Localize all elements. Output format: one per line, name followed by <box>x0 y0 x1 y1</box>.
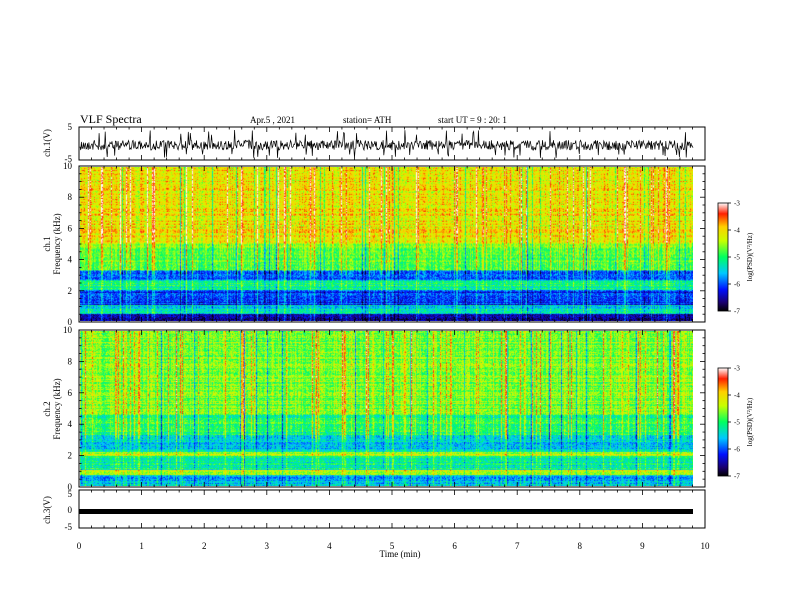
colorbar-tick-label: -3 <box>734 200 740 208</box>
colorbar-tick-label: -7 <box>734 473 740 481</box>
spectrogram-ch1-xticks <box>78 166 706 322</box>
colorbar-ch2-ticks: -3 -4 -5 -6 -7 <box>728 365 740 481</box>
time-tick-label: 4 <box>327 541 332 551</box>
freq-tick-label: 4 <box>68 255 73 265</box>
freq-tick-label: 10 <box>63 161 73 171</box>
colorbar-tick-label: -3 <box>734 365 740 373</box>
spec1-ylabel-freq: Frequency (kHz) <box>52 213 62 274</box>
freq-tick-label: 2 <box>68 451 73 461</box>
spectrogram-ch1-yticks: 0 2 4 6 8 10 <box>63 161 705 327</box>
time-tick-label: 6 <box>452 541 457 551</box>
colorbar-ch1-ticks: -3 -4 -5 -6 -7 <box>728 200 740 316</box>
time-tick-label: 9 <box>640 541 645 551</box>
figure-title: VLF Spectra <box>80 112 142 126</box>
freq-tick-label: 8 <box>68 192 73 202</box>
colorbar-tick-label: -5 <box>734 419 740 427</box>
colorbar-tick-label: -6 <box>734 446 740 454</box>
freq-tick-label: 6 <box>68 223 73 233</box>
colorbar-tick-label: -4 <box>734 227 740 235</box>
ch1-ytick-5: 5 <box>68 122 73 132</box>
spec1-ylabel-ch: ch.1 <box>42 236 52 251</box>
time-tick-label: 0 <box>77 541 82 551</box>
ch3-ytick-5: 5 <box>68 489 73 499</box>
colorbar-tick-label: -5 <box>734 254 740 262</box>
colorbar-ch1 <box>717 202 729 312</box>
ch3-ytick-0: 0 <box>68 505 73 515</box>
spectrogram-ch2-xticks <box>78 330 706 487</box>
spectrogram-ch2-image <box>80 331 693 486</box>
colorbar-tick-label: -4 <box>734 392 740 400</box>
time-tick-label: 7 <box>515 541 520 551</box>
spectrogram-ch2-yticks: 0 2 4 6 8 10 <box>63 325 705 492</box>
ch3-ylabel: ch.3(V) <box>42 496 52 524</box>
date-label: Apr.5 , 2021 <box>250 115 295 125</box>
freq-tick-label: 0 <box>68 317 73 327</box>
freq-tick-label: 4 <box>68 419 73 429</box>
station-label: station= ATH <box>343 115 392 125</box>
colorbar-tick-label: -6 <box>734 281 740 289</box>
freq-tick-label: 2 <box>68 286 73 296</box>
spec2-ylabel-freq: Frequency (kHz) <box>52 378 62 439</box>
colorbar-ch1-label: log(PSD)(V²/Hz) <box>746 232 754 281</box>
waveform-ch1-xticks <box>78 127 706 160</box>
freq-tick-label: 8 <box>68 356 73 366</box>
colorbar-ch2 <box>717 367 729 477</box>
start-time-label: start UT = 9 : 20: 1 <box>438 115 507 125</box>
time-tick-label: 2 <box>202 541 207 551</box>
time-tick-label: 10 <box>701 541 711 551</box>
colorbar-ch2-label: log(PSD)(V²/Hz) <box>746 397 754 446</box>
time-axis-label: Time (min) <box>380 549 421 559</box>
spec2-ylabel-ch: ch.2 <box>42 401 52 416</box>
time-tick-label: 3 <box>265 541 270 551</box>
waveform-ch3-trace <box>79 509 693 514</box>
ch1-ytick-neg5: -5 <box>65 154 73 164</box>
freq-tick-label: 6 <box>68 388 73 398</box>
time-tick-label: 5 <box>390 541 395 551</box>
time-axis-tick-labels: 0 1 2 3 4 5 6 7 8 9 10 <box>77 541 710 551</box>
waveform-ch3-xticks <box>78 490 706 528</box>
time-tick-label: 1 <box>139 541 144 551</box>
waveform-ch1-trace <box>79 129 694 158</box>
freq-tick-label: 10 <box>63 325 73 335</box>
ch1-ylabel: ch.1(V) <box>42 129 52 157</box>
freq-tick-label: 0 <box>68 482 73 492</box>
spectrogram-ch1-image <box>80 167 693 321</box>
ch3-ytick-neg5: -5 <box>65 522 73 532</box>
colorbar-tick-label: -7 <box>734 308 740 316</box>
time-tick-label: 8 <box>578 541 583 551</box>
waveform-ch1-panel: 5 -5 ch.1(V) <box>42 122 706 164</box>
waveform-ch3-panel: 5 0 -5 ch.3(V) 0 1 2 3 4 5 6 7 8 9 10 Time (min) <box>42 489 710 559</box>
